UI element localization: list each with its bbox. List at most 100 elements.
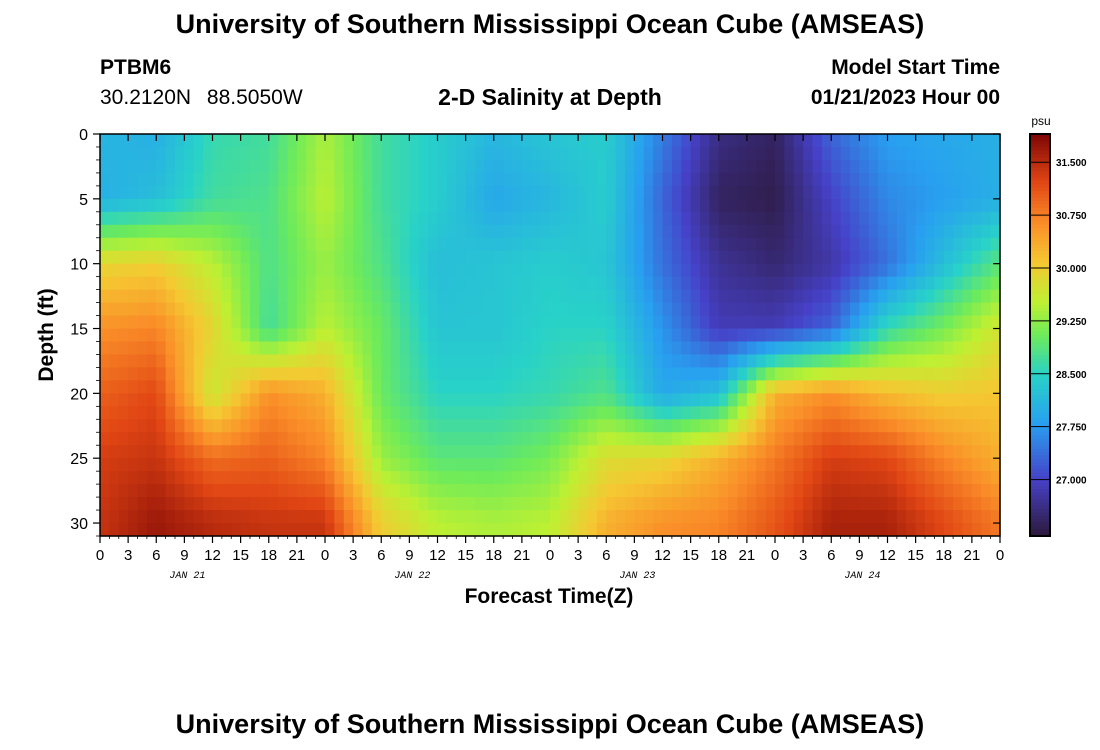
heatmap-cell: [953, 250, 964, 265]
heatmap-cell: [390, 134, 401, 148]
heatmap-cell: [493, 432, 504, 446]
heatmap-cell: [878, 211, 889, 226]
heatmap-cell: [456, 276, 467, 291]
heatmap-cell: [915, 432, 926, 446]
heatmap-cell: [503, 432, 514, 446]
heatmap-cell: [587, 185, 598, 200]
heatmap-cell: [268, 302, 279, 317]
heatmap-cell: [231, 367, 242, 381]
heatmap-cell: [259, 302, 270, 317]
heatmap-cell: [456, 445, 467, 459]
colorbar-swatch: [1030, 154, 1050, 159]
heatmap-cell: [803, 497, 814, 511]
heatmap-cell: [118, 341, 129, 356]
heatmap-cell: [840, 211, 851, 226]
heatmap-cell: [634, 419, 645, 433]
heatmap-cell: [943, 224, 954, 239]
heatmap-cell: [240, 302, 251, 317]
x-tick-label: 0: [996, 547, 1004, 564]
heatmap-cell: [971, 445, 982, 459]
heatmap-cell: [446, 458, 457, 472]
heatmap-cell: [850, 302, 860, 317]
heatmap-cell: [915, 146, 926, 161]
heatmap-cell: [550, 497, 560, 511]
heatmap-cell: [831, 523, 842, 537]
heatmap-cell: [943, 445, 954, 459]
heatmap-cell: [456, 458, 467, 472]
heatmap-cell: [259, 471, 270, 485]
heatmap-cell: [634, 458, 645, 472]
heatmap-cell: [803, 458, 814, 472]
heatmap-cell: [718, 289, 729, 304]
heatmap-cell: [953, 471, 964, 485]
heatmap-cell: [240, 289, 251, 304]
heatmap-cell: [775, 471, 785, 485]
heatmap-cell: [709, 198, 720, 213]
heatmap-cell: [146, 211, 157, 226]
heatmap-cell: [503, 458, 514, 472]
heatmap-cell: [371, 432, 382, 446]
heatmap-cell: [943, 276, 954, 291]
heatmap-cell: [212, 224, 223, 239]
heatmap-cell: [221, 367, 232, 381]
heatmap-cell: [775, 159, 785, 174]
heatmap-cell: [550, 471, 560, 485]
heatmap-cell: [596, 289, 607, 304]
heatmap-cell: [287, 445, 298, 459]
heatmap-cell: [343, 497, 354, 511]
heatmap-cell: [521, 263, 532, 278]
heatmap-cell: [446, 250, 457, 265]
heatmap-cell: [700, 250, 710, 265]
heatmap-cell: [990, 484, 1001, 498]
heatmap-cell: [334, 393, 345, 407]
heatmap-cell: [165, 315, 176, 330]
heatmap-cell: [156, 419, 167, 433]
colorbar-swatch: [1030, 402, 1050, 406]
heatmap-cell: [353, 224, 364, 239]
heatmap-cell: [409, 432, 420, 446]
heatmap-cell: [334, 159, 345, 174]
heatmap-cell: [503, 250, 514, 265]
heatmap-cell: [578, 367, 589, 381]
heatmap-cell: [943, 289, 954, 304]
heatmap-cell: [981, 354, 992, 369]
heatmap-cell: [643, 263, 654, 278]
heatmap-cell: [512, 263, 523, 278]
heatmap-cell: [371, 211, 382, 226]
heatmap-cell: [615, 224, 626, 239]
heatmap-cell: [540, 432, 551, 446]
heatmap-cell: [990, 406, 1001, 420]
heatmap-cell: [625, 315, 635, 330]
heatmap-cell: [962, 341, 973, 356]
heatmap-cell: [128, 393, 139, 407]
y-axis-label: Depth (ft): [35, 288, 58, 381]
heatmap-cell: [278, 367, 289, 381]
heatmap-cell: [446, 510, 457, 524]
heatmap-cell: [456, 380, 467, 394]
heatmap-cell: [165, 497, 176, 511]
heatmap-cell: [428, 445, 439, 459]
colorbar-swatch: [1030, 385, 1050, 390]
heatmap-cell: [165, 224, 176, 239]
heatmap-cell: [690, 432, 701, 446]
heatmap-cell: [503, 445, 514, 459]
heatmap-cell: [512, 393, 523, 407]
heatmap-cell: [953, 263, 964, 278]
heatmap-cell: [831, 406, 842, 420]
heatmap-cell: [278, 484, 289, 498]
heatmap-cell: [203, 146, 214, 161]
heatmap-cell: [671, 393, 682, 407]
heatmap-cell: [596, 315, 607, 330]
heatmap-cell: [737, 497, 748, 511]
heatmap-cell: [578, 471, 589, 485]
heatmap-cell: [953, 354, 964, 369]
heatmap-cell: [953, 172, 964, 187]
heatmap-cell: [728, 237, 739, 252]
heatmap-cell: [915, 471, 926, 485]
heatmap-cell: [606, 510, 617, 524]
heatmap-cell: [700, 263, 710, 278]
heatmap-cell: [184, 406, 195, 420]
heatmap-cell: [728, 146, 739, 161]
heatmap-cell: [662, 380, 673, 394]
heatmap-cell: [334, 367, 345, 381]
